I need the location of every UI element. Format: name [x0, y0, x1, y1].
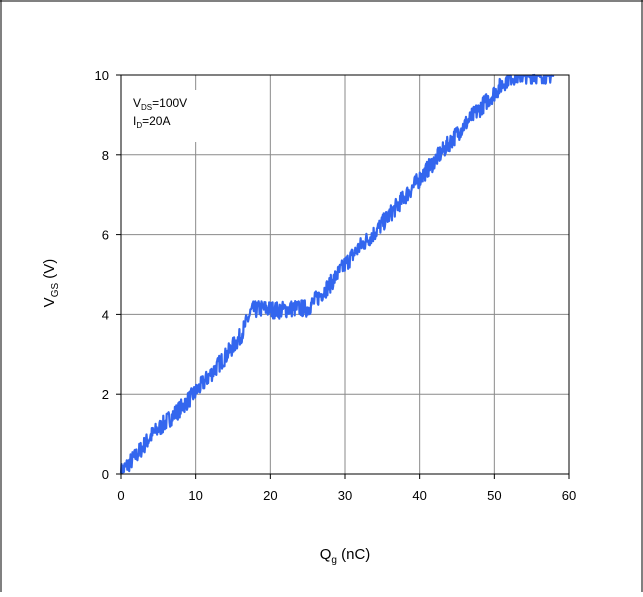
x-tick-label: 30 — [338, 488, 352, 503]
vgs-series-line — [119, 73, 555, 475]
annotation-line2-sub: D — [136, 121, 142, 130]
annotation: VDS=100V ID=20A — [125, 90, 197, 142]
annotation-line1-main: V — [133, 96, 141, 110]
y-tick-label: 2 — [102, 387, 109, 402]
axis-ticks: 0 10 20 30 40 50 60 0 2 4 6 8 10 — [95, 68, 577, 503]
annotation-line2-main: I — [133, 114, 136, 128]
y-axis-label-sub: GS — [50, 283, 61, 298]
y-axis-label: VGS (V) — [41, 259, 61, 308]
y-axis-label-main: V — [41, 297, 58, 307]
x-axis-label-main: Q — [320, 546, 332, 563]
y-tick-label: 0 — [102, 467, 109, 482]
x-axis-label: Qg (nC) — [320, 546, 371, 566]
y-tick-label: 4 — [102, 307, 109, 322]
annotation-line2: ID=20A — [133, 114, 170, 130]
x-tick-label: 10 — [188, 488, 202, 503]
x-axis-label-sub: g — [331, 555, 337, 566]
y-tick-label: 10 — [95, 68, 109, 83]
x-axis-label-unit: (nC) — [337, 546, 370, 563]
annotation-line2-rest: =20A — [142, 114, 170, 128]
series-group — [119, 73, 555, 475]
x-tick-label: 60 — [562, 488, 576, 503]
annotation-line1-sub: DS — [141, 103, 152, 112]
x-tick-label: 0 — [117, 488, 124, 503]
y-tick-label: 6 — [102, 228, 109, 243]
x-tick-label: 40 — [412, 488, 426, 503]
x-tick-label: 50 — [487, 488, 501, 503]
y-tick-label: 8 — [102, 148, 109, 163]
annotation-bg — [125, 90, 197, 142]
x-tick-label: 20 — [263, 488, 277, 503]
annotation-line1: VDS=100V — [133, 96, 187, 112]
y-axis-label-unit: (V) — [41, 259, 58, 283]
annotation-line1-rest: =100V — [152, 96, 187, 110]
